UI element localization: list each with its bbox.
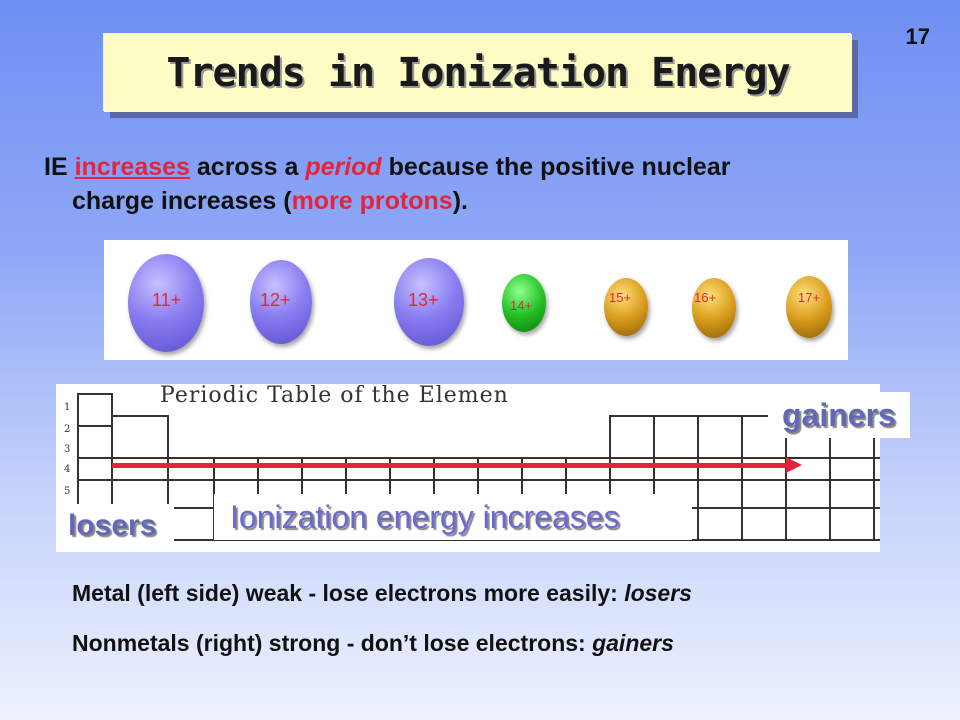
statement-increases: increases xyxy=(74,153,190,181)
atom-16 xyxy=(692,278,736,338)
metal-note-losers: losers xyxy=(624,580,692,606)
row-number-5: 5 xyxy=(64,486,70,497)
atom-charge-12: 12+ xyxy=(260,290,291,310)
atom-charge-17: 17+ xyxy=(798,290,821,305)
nonmetal-note-text: Nonmetals (right) strong - don’t lose el… xyxy=(72,630,593,656)
statement-period: period xyxy=(305,153,382,181)
atom-charge-13: 13+ xyxy=(408,290,439,310)
ie-statement: IE increases across a period because the… xyxy=(44,150,944,218)
atom-charge-15: 15+ xyxy=(609,290,632,305)
ie-increases-label: Ionization energy increases xyxy=(214,494,692,540)
row-number-1: 1 xyxy=(64,402,70,413)
periodic-table-header: Periodic Table of the Elemen xyxy=(160,385,509,407)
gainers-label: gainers xyxy=(768,392,910,438)
losers-label: losers xyxy=(60,504,174,546)
atom-12 xyxy=(250,260,312,344)
statement-because: because the positive nuclear xyxy=(381,153,731,181)
atom-charge-16: 16+ xyxy=(694,290,717,305)
row-number-4: 4 xyxy=(64,464,70,475)
atom-11 xyxy=(128,254,204,352)
slide-number: 17 xyxy=(905,24,930,49)
statement-more-protons: more protons xyxy=(291,187,453,215)
statement-across: across a xyxy=(189,153,306,181)
atom-panel: 11+ 12+ 13+ 14+ 15+ 16+ 17+ xyxy=(104,240,848,360)
atom-17 xyxy=(786,276,832,338)
atom-13 xyxy=(394,258,464,346)
statement-charge: charge increases ( xyxy=(72,187,292,215)
statement-line-2: charge increases (more protons). xyxy=(44,184,944,218)
metal-note: Metal (left side) weak - lose electrons … xyxy=(72,580,692,607)
atom-charge-14: 14+ xyxy=(510,298,533,313)
ie-arrow-head xyxy=(786,457,802,473)
statement-end: ). xyxy=(452,187,468,215)
statement-ie: IE xyxy=(44,153,75,181)
title-box: Trends in Ionization Energy xyxy=(104,34,852,112)
ie-arrow-line xyxy=(112,463,788,468)
nonmetal-note-gainers: gainers xyxy=(592,630,674,656)
slide-title: Trends in Ionization Energy xyxy=(166,50,790,96)
metal-note-text: Metal (left side) weak - lose electrons … xyxy=(72,580,625,606)
atom-charge-11: 11+ xyxy=(152,290,182,310)
row-number-3: 3 xyxy=(64,444,70,455)
row-number-2: 2 xyxy=(64,424,70,435)
nonmetal-note: Nonmetals (right) strong - don’t lose el… xyxy=(72,630,674,657)
statement-line-1: IE increases across a period because the… xyxy=(44,150,944,184)
atom-14 xyxy=(502,274,546,332)
atom-15 xyxy=(604,278,648,336)
